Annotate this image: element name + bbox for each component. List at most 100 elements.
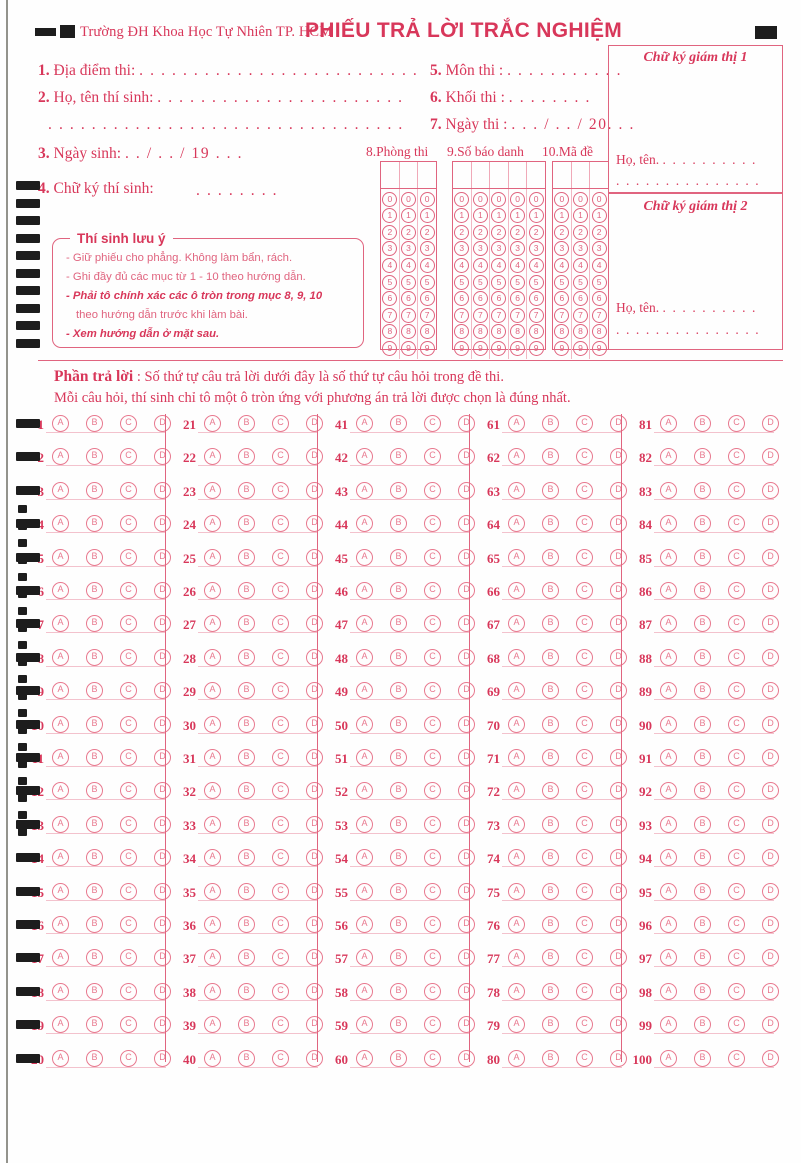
digit-bubble-0[interactable]: 0 bbox=[528, 191, 544, 207]
answer-row[interactable]: 99 A B C D bbox=[628, 1013, 779, 1043]
digit-bubble-2[interactable]: 2 bbox=[401, 224, 416, 240]
option-bubble-A[interactable]: A bbox=[356, 982, 373, 1000]
option-bubble-C[interactable]: C bbox=[424, 448, 441, 466]
option-bubble-A[interactable]: A bbox=[356, 548, 373, 566]
option-bubble-A[interactable]: A bbox=[204, 682, 221, 700]
option-bubble-C[interactable]: C bbox=[576, 648, 593, 666]
option-bubble-A[interactable]: A bbox=[356, 615, 373, 633]
digit-bubble-3[interactable]: 3 bbox=[454, 241, 470, 257]
option-bubble-A[interactable]: A bbox=[204, 916, 221, 933]
option-bubble-B[interactable]: B bbox=[694, 682, 711, 700]
digit-bubble-1[interactable]: 1 bbox=[382, 208, 398, 224]
option-bubble-A[interactable]: A bbox=[356, 682, 373, 700]
digit-bubble-8[interactable]: 8 bbox=[591, 324, 607, 340]
option-bubble-D[interactable]: D bbox=[762, 1016, 779, 1034]
option-bubble-B[interactable]: B bbox=[542, 949, 559, 967]
digit-bubble-7[interactable]: 7 bbox=[401, 307, 416, 323]
digit-bubble-7[interactable]: 7 bbox=[419, 307, 435, 323]
option-bubble-B[interactable]: B bbox=[542, 582, 559, 599]
option-bubble-B[interactable]: B bbox=[238, 481, 255, 499]
digit-bubble-9[interactable]: 9 bbox=[591, 340, 607, 356]
option-bubble-B[interactable]: B bbox=[86, 415, 103, 432]
option-bubble-B[interactable]: B bbox=[694, 749, 711, 766]
option-bubble-B[interactable]: B bbox=[86, 982, 103, 1000]
option-bubble-B[interactable]: B bbox=[86, 582, 103, 599]
answer-row[interactable]: 60 A B C D bbox=[324, 1047, 475, 1077]
answer-row[interactable]: 73 A B C D bbox=[476, 813, 627, 843]
digit-bubble-7[interactable]: 7 bbox=[472, 307, 488, 323]
option-bubble-D[interactable]: D bbox=[154, 849, 171, 867]
option-bubble-A[interactable]: A bbox=[508, 515, 525, 533]
option-bubble-A[interactable]: A bbox=[356, 448, 373, 466]
option-bubble-D[interactable]: D bbox=[306, 515, 323, 533]
option-bubble-D[interactable]: D bbox=[458, 682, 475, 700]
option-bubble-C[interactable]: C bbox=[728, 949, 745, 967]
option-bubble-C[interactable]: C bbox=[576, 982, 593, 1000]
digit-bubble-6[interactable]: 6 bbox=[419, 291, 435, 307]
answer-row[interactable]: 10ABCD bbox=[20, 713, 171, 743]
option-bubble-C[interactable]: C bbox=[120, 448, 137, 466]
digit-bubble-1[interactable]: 1 bbox=[510, 208, 526, 224]
option-bubble-D[interactable]: D bbox=[154, 648, 171, 666]
answer-row[interactable]: 15ABCD bbox=[20, 880, 171, 910]
option-bubble-B[interactable]: B bbox=[542, 1016, 559, 1034]
field-exam-location[interactable]: 1. Địa điểm thi: . . . . . . . . . . . .… bbox=[38, 62, 418, 80]
digit-bubble-7[interactable]: 7 bbox=[382, 307, 398, 323]
answer-row[interactable]: 20ABCD bbox=[20, 1047, 171, 1077]
option-bubble-D[interactable]: D bbox=[610, 882, 627, 900]
option-bubble-A[interactable]: A bbox=[508, 682, 525, 700]
answer-row[interactable]: 83 A B C D bbox=[628, 479, 779, 509]
option-bubble-D[interactable]: D bbox=[458, 849, 475, 867]
digit-bubble-8[interactable]: 8 bbox=[419, 324, 435, 340]
digit-bubble-6[interactable]: 6 bbox=[591, 291, 607, 307]
write-cell[interactable] bbox=[553, 162, 572, 188]
answer-row[interactable]: 81 A B C D bbox=[628, 412, 779, 442]
option-bubble-A[interactable]: A bbox=[52, 448, 69, 466]
option-bubble-B[interactable]: B bbox=[238, 448, 255, 466]
answer-row[interactable]: 29 A B C D bbox=[172, 679, 323, 709]
option-bubble-A[interactable]: A bbox=[508, 715, 525, 733]
option-bubble-A[interactable]: A bbox=[508, 849, 525, 867]
option-bubble-C[interactable]: C bbox=[576, 515, 593, 533]
invigilator2-signature-box[interactable] bbox=[608, 193, 783, 350]
option-bubble-C[interactable]: C bbox=[576, 548, 593, 566]
answer-row[interactable]: 31 A B C D bbox=[172, 746, 323, 776]
option-bubble-B[interactable]: B bbox=[542, 481, 559, 499]
option-bubble-B[interactable]: B bbox=[694, 916, 711, 933]
digit-bubble-5[interactable]: 5 bbox=[591, 274, 607, 290]
option-bubble-B[interactable]: B bbox=[542, 1049, 559, 1067]
digit-bubble-4[interactable]: 4 bbox=[454, 257, 470, 273]
option-bubble-B[interactable]: B bbox=[694, 582, 711, 599]
write-cell[interactable] bbox=[490, 162, 509, 188]
option-bubble-D[interactable]: D bbox=[610, 849, 627, 867]
digit-bubble-6[interactable]: 6 bbox=[401, 291, 416, 307]
option-bubble-B[interactable]: B bbox=[542, 782, 559, 800]
option-bubble-B[interactable]: B bbox=[86, 515, 103, 533]
digit-bubble-3[interactable]: 3 bbox=[510, 241, 526, 257]
option-bubble-C[interactable]: C bbox=[120, 749, 137, 766]
option-bubble-D[interactable]: D bbox=[610, 1049, 627, 1067]
option-bubble-D[interactable]: D bbox=[154, 682, 171, 700]
digit-bubble-9[interactable]: 9 bbox=[528, 340, 544, 356]
answer-row[interactable]: 77 A B C D bbox=[476, 946, 627, 976]
option-bubble-B[interactable]: B bbox=[542, 815, 559, 833]
digit-bubble-6[interactable]: 6 bbox=[510, 291, 526, 307]
answer-row[interactable]: 67 A B C D bbox=[476, 612, 627, 642]
answer-row[interactable]: 57 A B C D bbox=[324, 946, 475, 976]
option-bubble-D[interactable]: D bbox=[306, 782, 323, 800]
option-bubble-A[interactable]: A bbox=[356, 415, 373, 432]
field-subject[interactable]: 5. Môn thi : . . . . . . . . . . . bbox=[430, 62, 622, 80]
answer-row[interactable]: 79 A B C D bbox=[476, 1013, 627, 1043]
option-bubble-C[interactable]: C bbox=[728, 982, 745, 1000]
digit-bubble-3[interactable]: 3 bbox=[528, 241, 544, 257]
option-bubble-C[interactable]: C bbox=[576, 782, 593, 800]
option-bubble-A[interactable]: A bbox=[52, 949, 69, 967]
option-bubble-B[interactable]: B bbox=[238, 749, 255, 766]
option-bubble-D[interactable]: D bbox=[762, 982, 779, 1000]
answer-row[interactable]: 88 A B C D bbox=[628, 646, 779, 676]
